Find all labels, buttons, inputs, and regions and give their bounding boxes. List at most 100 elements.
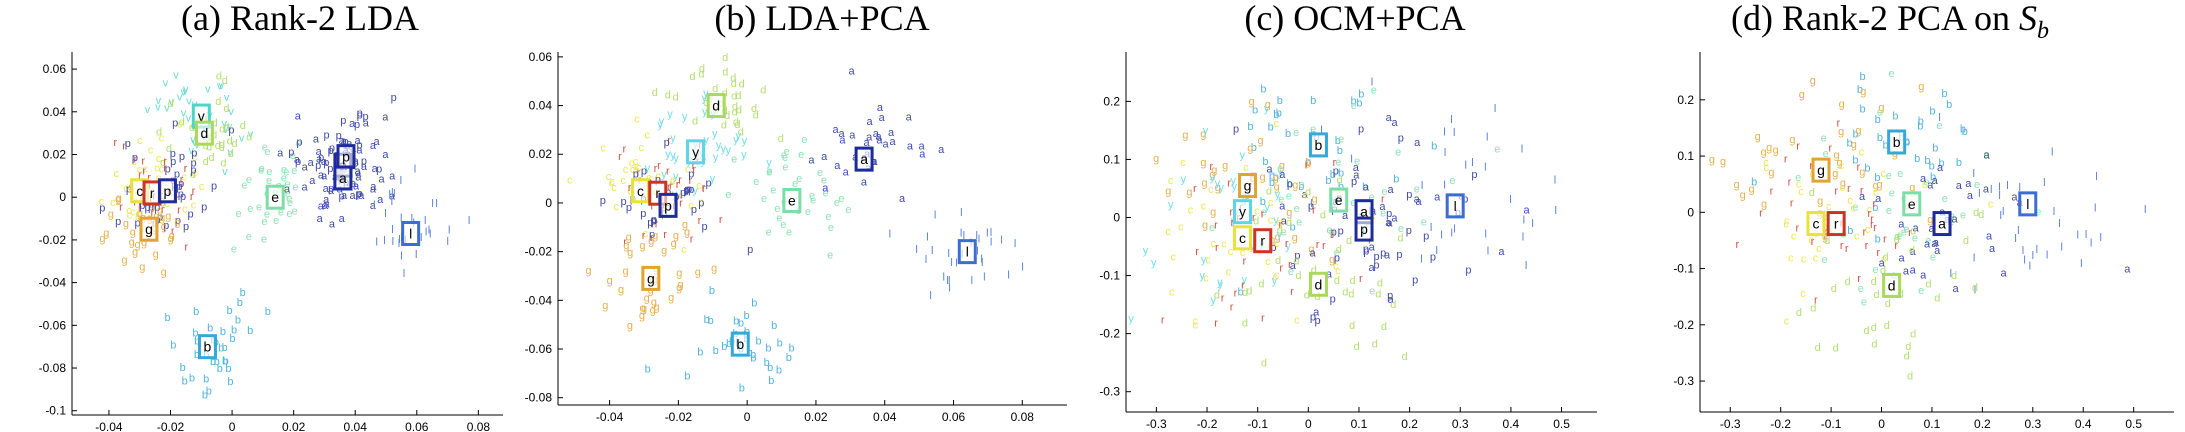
scatter-point: d (1334, 275, 1340, 287)
scatter-point: c (1813, 253, 1819, 265)
panel-a-plot: -0.04 -0.02 0 0.02 0.04 0.06 0.08 -0.1 -0.08 -0.0… (39, 52, 503, 432)
centroid-box (686, 139, 706, 165)
scatter-point: d (1342, 286, 1348, 298)
scatter-point: l (946, 275, 948, 287)
centroid-label: l (409, 226, 412, 242)
scatter-point: p (691, 204, 697, 216)
scatter-point: p (649, 229, 655, 241)
scatter-point: d (1266, 185, 1272, 197)
scatter-point: d (1925, 279, 1931, 291)
scatter-point: a (1281, 215, 1288, 227)
scatter-point: l (2002, 206, 2004, 218)
scatter-point: l (2022, 245, 2024, 257)
scatter-point: g (1837, 157, 1843, 169)
x-tick-label: 0 (744, 410, 751, 424)
scatter-point: c (192, 168, 198, 180)
scatter-point: l (1973, 252, 1975, 264)
scatter-point: e (283, 166, 289, 178)
scatter-point: e (1494, 144, 1500, 156)
scatter-point: c (1193, 319, 1199, 331)
scatter-point: l (448, 225, 450, 237)
scatter-point: l (1440, 229, 1442, 241)
scatter-point: d (156, 126, 162, 138)
scatter-point: a (833, 124, 840, 136)
scatter-point: e (782, 152, 788, 164)
scatter-point: l (1487, 245, 1489, 257)
x-tick-label: -0.02 (665, 410, 693, 424)
scatter-point: l (447, 236, 449, 248)
scatter-point: r (666, 166, 670, 178)
scatter-point: p (178, 188, 184, 200)
scatter-point: a (1898, 219, 1905, 231)
scatter-point: y (1272, 275, 1278, 287)
scatter-point: l (429, 228, 431, 240)
scatter-point: b (1904, 135, 1910, 147)
scatter-point: d (1934, 293, 1940, 305)
scatter-point: b (1268, 121, 1274, 133)
x-tick-label: -0.2 (1197, 417, 1218, 431)
scatter-point: b (231, 324, 237, 336)
scatter-point: g (115, 194, 121, 206)
scatter-point: a (1498, 246, 1505, 258)
scatter-point: y (1201, 254, 1207, 266)
centroid-label: r (1834, 216, 1839, 232)
scatter-point: d (224, 122, 230, 134)
scatter-point: y (670, 133, 676, 145)
scatter-point: b (1338, 168, 1344, 180)
scatter-point: l (981, 257, 983, 269)
scatter-point: p (328, 145, 334, 157)
scatter-point: e (278, 207, 284, 219)
scatter-point: p (1287, 178, 1293, 190)
scatter-point: p (176, 181, 182, 193)
scatter-point: g (1247, 143, 1253, 155)
scatter-point: r (1209, 161, 1213, 173)
scatter-point: l (1453, 127, 1455, 139)
scatter-point: c (611, 182, 617, 194)
scatter-point: p (1398, 132, 1404, 144)
scatter-point: b (768, 375, 774, 387)
scatter-point: y (726, 144, 732, 156)
scatter-point: p (1294, 250, 1300, 262)
scatter-point: e (261, 216, 267, 228)
scatter-point: r (669, 180, 673, 192)
scatter-point: e (285, 188, 291, 200)
scatter-point: e (1861, 296, 1867, 308)
scatter-point: a (1386, 112, 1393, 124)
scatter-point: e (264, 146, 270, 158)
scatter-point: y (1203, 125, 1209, 137)
scatter-point: a (1859, 191, 1866, 203)
scatter-point: g (673, 230, 679, 242)
scatter-point: y (742, 135, 748, 147)
scatter-point: d (227, 135, 233, 147)
scatter-point: d (732, 106, 738, 118)
scatter-point: r (192, 185, 196, 197)
scatter-point: r (1796, 222, 1800, 234)
scatter-points: bbbbbbbbbbbbbbbbbbbbbbbbbbbbbbbbbbgggggg… (1128, 76, 1557, 369)
scatter-point: l (1443, 180, 1445, 192)
scatter-point: d (1277, 225, 1283, 237)
scatter-point: a (839, 135, 846, 147)
centroid-box (1232, 225, 1252, 251)
scatter-point: c (1865, 224, 1871, 236)
scatter-point: l (411, 213, 413, 225)
scatter-point: a (1391, 212, 1398, 224)
centroid-box (1811, 157, 1831, 183)
scatter-point: d (730, 72, 736, 84)
scatter-point: a (1290, 260, 1297, 272)
scatter-point: a (1353, 170, 1360, 182)
centroid-box (1329, 187, 1349, 213)
scatter-point: b (738, 317, 744, 329)
scatter-point: y (703, 87, 709, 99)
scatter-point: l (2053, 206, 2055, 218)
scatter-point: d (1377, 278, 1383, 290)
scatter-point: r (692, 164, 696, 176)
centroid-label: b (1315, 137, 1323, 153)
x-tick-label: 0.5 (2125, 417, 2142, 431)
scatter-point: g (1810, 75, 1816, 87)
scatter-point: c (127, 209, 133, 221)
scatter-point: p (296, 136, 302, 148)
scatter-point: d (734, 119, 740, 131)
scatter-point: c (1826, 201, 1832, 213)
scatter-point: b (1273, 171, 1279, 183)
